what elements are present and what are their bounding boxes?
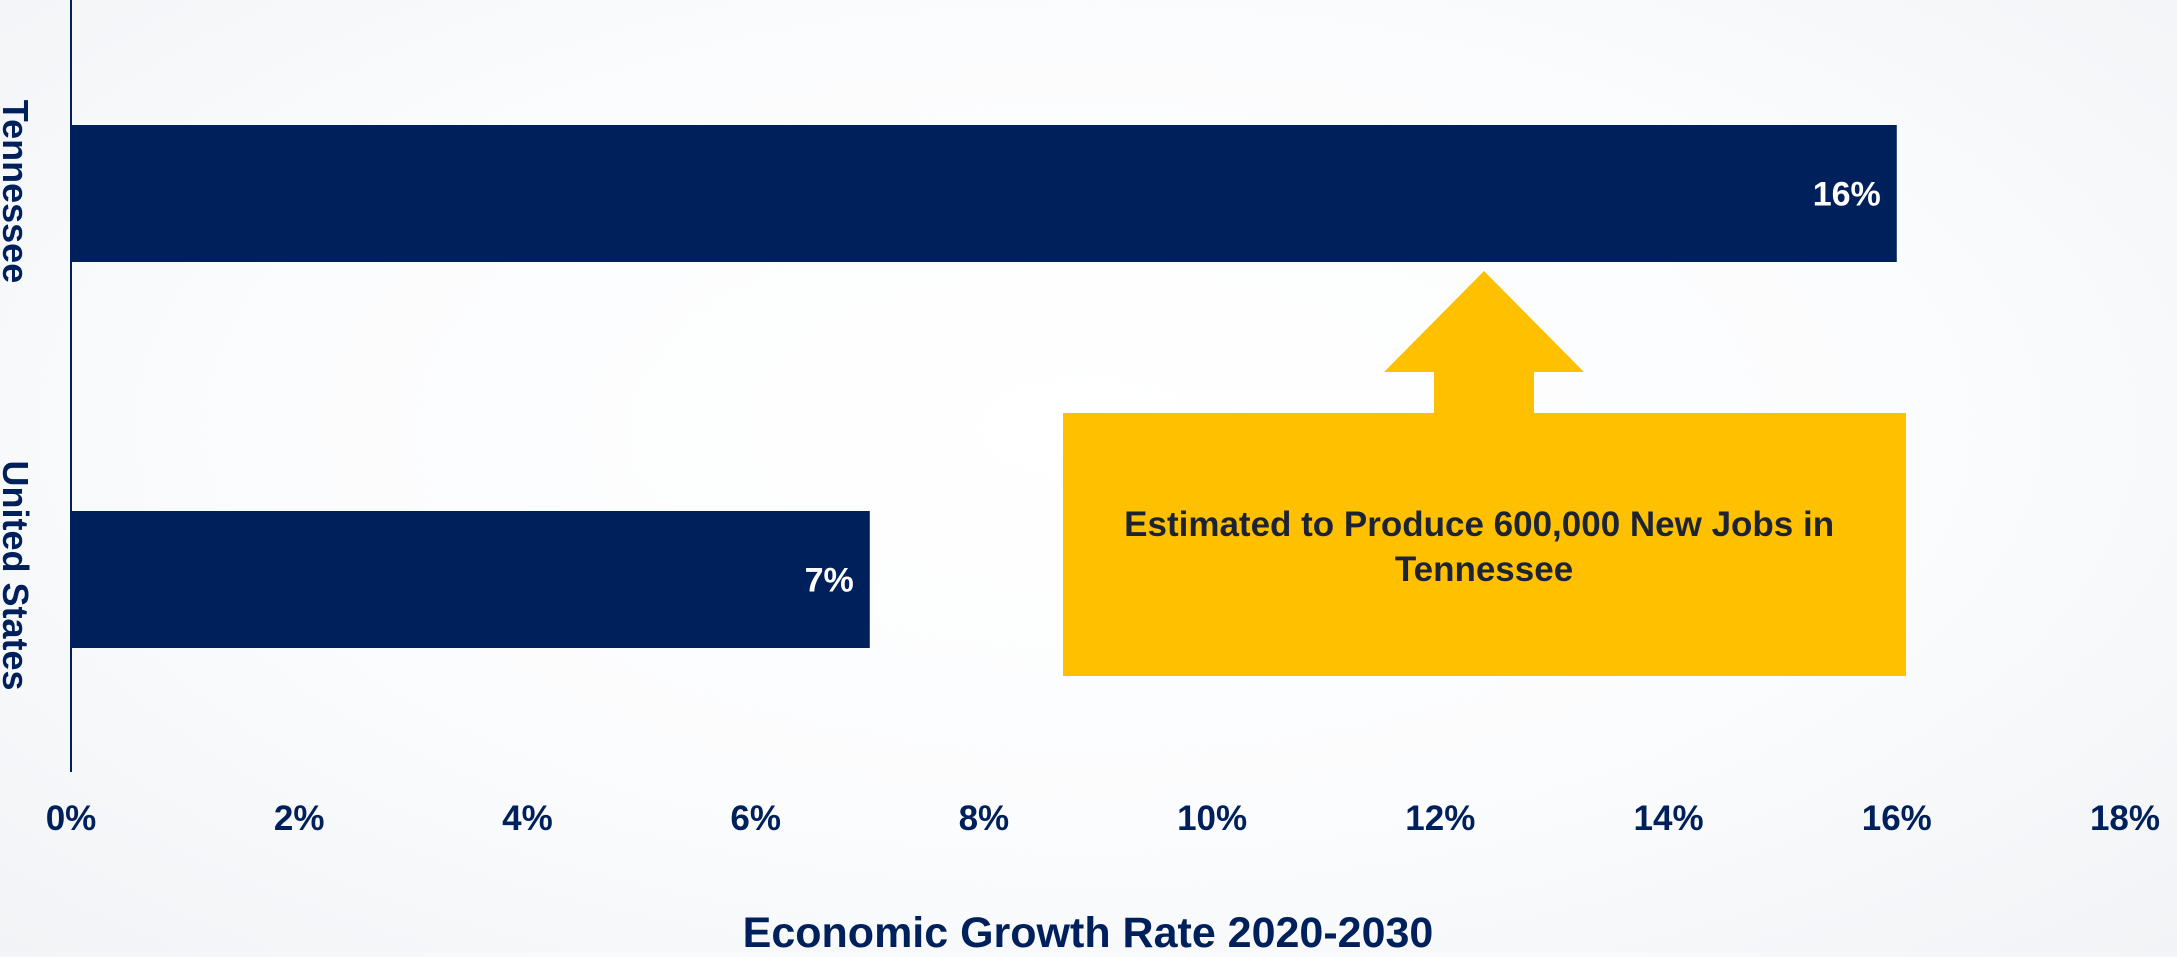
bar-united-states xyxy=(71,511,870,648)
x-tick-label-10: 10% xyxy=(1177,799,1247,838)
data-label-tennessee: 16% xyxy=(1813,176,1881,214)
x-tick-label-8: 8% xyxy=(959,799,1010,838)
bars-layer: 16% 7% xyxy=(71,125,1897,648)
x-tick-label-16: 16% xyxy=(1862,799,1932,838)
category-label-united-states: United States xyxy=(0,460,36,690)
callout-arrow-box xyxy=(1063,271,1906,676)
x-tick-label-14: 14% xyxy=(1634,799,1704,838)
data-label-united-states: 7% xyxy=(805,562,854,600)
category-labels: Tennessee United States xyxy=(0,100,36,691)
x-tick-labels: 0% 2% 4% 6% 8% 10% 12% 14% 16% 18% xyxy=(46,799,2160,838)
callout-text-line-1: Estimated to Produce 600,000 New Jobs in xyxy=(1124,505,1834,544)
category-label-tennessee: Tennessee xyxy=(0,100,36,283)
x-tick-label-4: 4% xyxy=(502,799,553,838)
callout-text: Estimated to Produce 600,000 New Jobs in… xyxy=(1124,505,1844,589)
x-tick-label-12: 12% xyxy=(1405,799,1475,838)
x-tick-label-18: 18% xyxy=(2090,799,2160,838)
callout: Estimated to Produce 600,000 New Jobs in… xyxy=(1063,271,1906,676)
x-axis-title: Economic Growth Rate 2020-2030 xyxy=(743,909,1434,952)
x-tick-label-6: 6% xyxy=(730,799,781,838)
x-tick-label-0: 0% xyxy=(46,799,97,838)
x-tick-label-2: 2% xyxy=(274,799,325,838)
callout-text-line-2: Tennessee xyxy=(1395,550,1573,589)
bar-tennessee xyxy=(71,125,1897,262)
